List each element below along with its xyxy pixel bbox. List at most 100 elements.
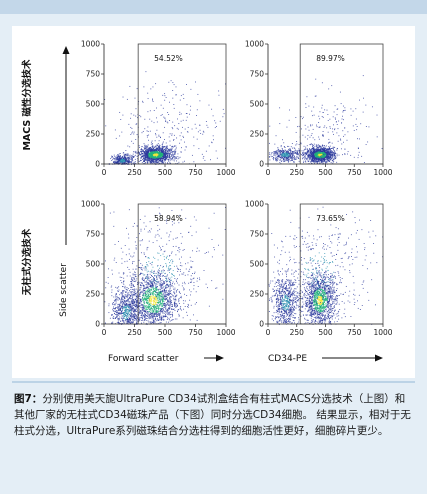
data-point (129, 154, 131, 156)
data-point (289, 150, 291, 151)
data-point (330, 162, 332, 164)
data-point (325, 159, 327, 161)
data-point (145, 157, 147, 159)
data-point (180, 151, 182, 153)
data-point (131, 163, 132, 165)
data-point (328, 147, 330, 148)
data-point (157, 292, 159, 294)
data-point (350, 108, 352, 110)
data-point (152, 149, 154, 151)
data-point (121, 160, 123, 162)
data-point (136, 152, 138, 154)
data-point (315, 161, 317, 163)
data-point (305, 103, 307, 105)
data-point (340, 148, 342, 150)
data-point (157, 269, 159, 271)
data-point (322, 154, 324, 156)
data-point (149, 161, 151, 163)
data-point (158, 153, 160, 155)
data-point (177, 310, 178, 312)
data-point (162, 153, 163, 155)
data-point (169, 305, 171, 307)
data-point (328, 150, 330, 152)
data-point (319, 153, 320, 155)
data-point (203, 131, 205, 133)
data-point (133, 277, 135, 279)
data-point (164, 153, 166, 154)
data-point (164, 95, 166, 97)
data-point (168, 158, 170, 160)
data-point (332, 116, 334, 118)
data-point (164, 149, 166, 150)
data-point (163, 154, 165, 156)
data-point (317, 152, 319, 154)
data-point (145, 71, 147, 73)
data-point (164, 303, 166, 305)
data-point (316, 145, 318, 147)
data-point (166, 294, 168, 296)
data-point (287, 145, 288, 147)
data-point (274, 143, 276, 145)
data-point (273, 156, 274, 158)
data-point (294, 152, 296, 154)
data-point (150, 313, 152, 315)
data-point (122, 273, 124, 275)
data-point (141, 146, 143, 148)
data-point (127, 162, 129, 164)
data-point (151, 154, 153, 156)
data-point (158, 298, 160, 300)
data-point (332, 159, 334, 161)
data-point (158, 307, 160, 308)
data-point (281, 153, 283, 155)
data-point (324, 154, 326, 156)
data-point (182, 300, 184, 302)
data-point (326, 127, 328, 129)
data-point (276, 153, 278, 155)
data-point (344, 154, 346, 155)
data-point (138, 305, 140, 306)
data-point (180, 113, 182, 115)
data-point (323, 159, 325, 161)
data-point (159, 288, 161, 290)
data-point (150, 157, 152, 159)
data-point (324, 156, 326, 158)
data-point (294, 161, 296, 163)
data-point (218, 94, 220, 96)
data-point (163, 152, 165, 154)
data-point (317, 159, 319, 161)
data-point (143, 288, 145, 290)
data-point (146, 156, 148, 158)
data-point (162, 154, 164, 156)
data-point (139, 288, 141, 290)
data-point (145, 311, 147, 313)
data-point (305, 107, 307, 108)
data-point (333, 150, 335, 152)
data-point (163, 154, 165, 156)
data-point (306, 156, 308, 158)
data-point (159, 160, 161, 162)
data-point (152, 160, 154, 162)
data-point (316, 151, 318, 153)
data-point (154, 319, 156, 321)
data-point (160, 159, 162, 160)
data-point (147, 292, 149, 294)
data-point (164, 152, 166, 153)
data-point (124, 310, 126, 311)
data-point (145, 150, 147, 152)
data-point (152, 150, 154, 152)
data-point (170, 301, 171, 303)
data-point (159, 294, 160, 296)
data-point (306, 157, 308, 159)
data-point (158, 308, 160, 310)
data-point (165, 310, 167, 312)
data-point (328, 153, 330, 155)
data-point (319, 156, 321, 158)
data-point (176, 160, 177, 162)
data-point (163, 146, 165, 148)
data-point (165, 150, 167, 152)
data-point (146, 306, 148, 307)
data-point (139, 115, 141, 116)
data-point (123, 162, 125, 164)
data-point (206, 124, 208, 126)
data-point (173, 292, 175, 294)
